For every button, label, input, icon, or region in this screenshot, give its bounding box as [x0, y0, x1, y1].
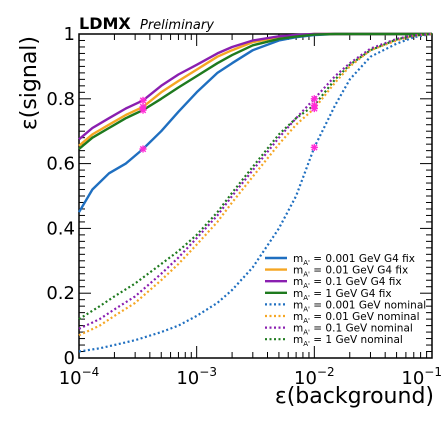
- x-tick-label: 10−2: [294, 365, 335, 389]
- legend-entry-label: mA' = 0.01 GeV G4 fix: [293, 265, 408, 279]
- y-axis-title: ε(signal): [17, 36, 42, 130]
- series-line: [78, 32, 433, 337]
- x-axis-title: ε(background): [275, 384, 434, 409]
- marker-point: [310, 101, 318, 109]
- series-line: [78, 32, 432, 150]
- y-tick-label: 0.8: [46, 89, 75, 110]
- marker-point: [310, 143, 318, 151]
- chart-status-label: Preliminary: [140, 18, 214, 33]
- marker-point: [139, 145, 147, 153]
- x-tick-label: 10−3: [176, 365, 217, 389]
- legend-entry-label: mA' = 1 GeV G4 fix: [293, 288, 392, 302]
- chart-experiment-label: LDMX: [79, 14, 131, 33]
- y-tick-label: 1: [64, 24, 75, 45]
- legend-entry-label: mA' = 0.1 GeV G4 fix: [293, 276, 402, 290]
- legend-entry-label: mA' = 0.001 GeV G4 fix: [293, 253, 415, 267]
- y-tick-label: 0.2: [46, 283, 75, 304]
- y-tick-label: 0: [64, 348, 75, 369]
- y-tick-label: 0.6: [46, 154, 75, 175]
- marker-point: [139, 103, 147, 111]
- legend-entry-label: mA' = 0.01 GeV nominal: [293, 311, 420, 325]
- axis-tick-labels: 0 0.2 0.4 0.6 0.8 1 10−4 10−3 10−2 10−1: [46, 24, 442, 389]
- marker-point: [310, 95, 318, 103]
- series-line: [78, 32, 433, 330]
- legend-entry-label: mA' = 1 GeV nominal: [293, 334, 403, 348]
- marker-point: [139, 96, 147, 105]
- x-tick-label: 10−1: [401, 365, 442, 389]
- y-tick-label: 0.4: [46, 218, 75, 239]
- legend-entry-label: mA' = 0.1 GeV nominal: [293, 323, 413, 337]
- series-line: [78, 32, 433, 353]
- axis-ticks: [78, 33, 433, 359]
- x-tick-label: 10−4: [59, 365, 100, 389]
- legend-entry-label: mA' = 0.001 GeV nominal: [293, 299, 426, 313]
- series-lines: [77, 32, 433, 353]
- marker-points: [139, 95, 318, 153]
